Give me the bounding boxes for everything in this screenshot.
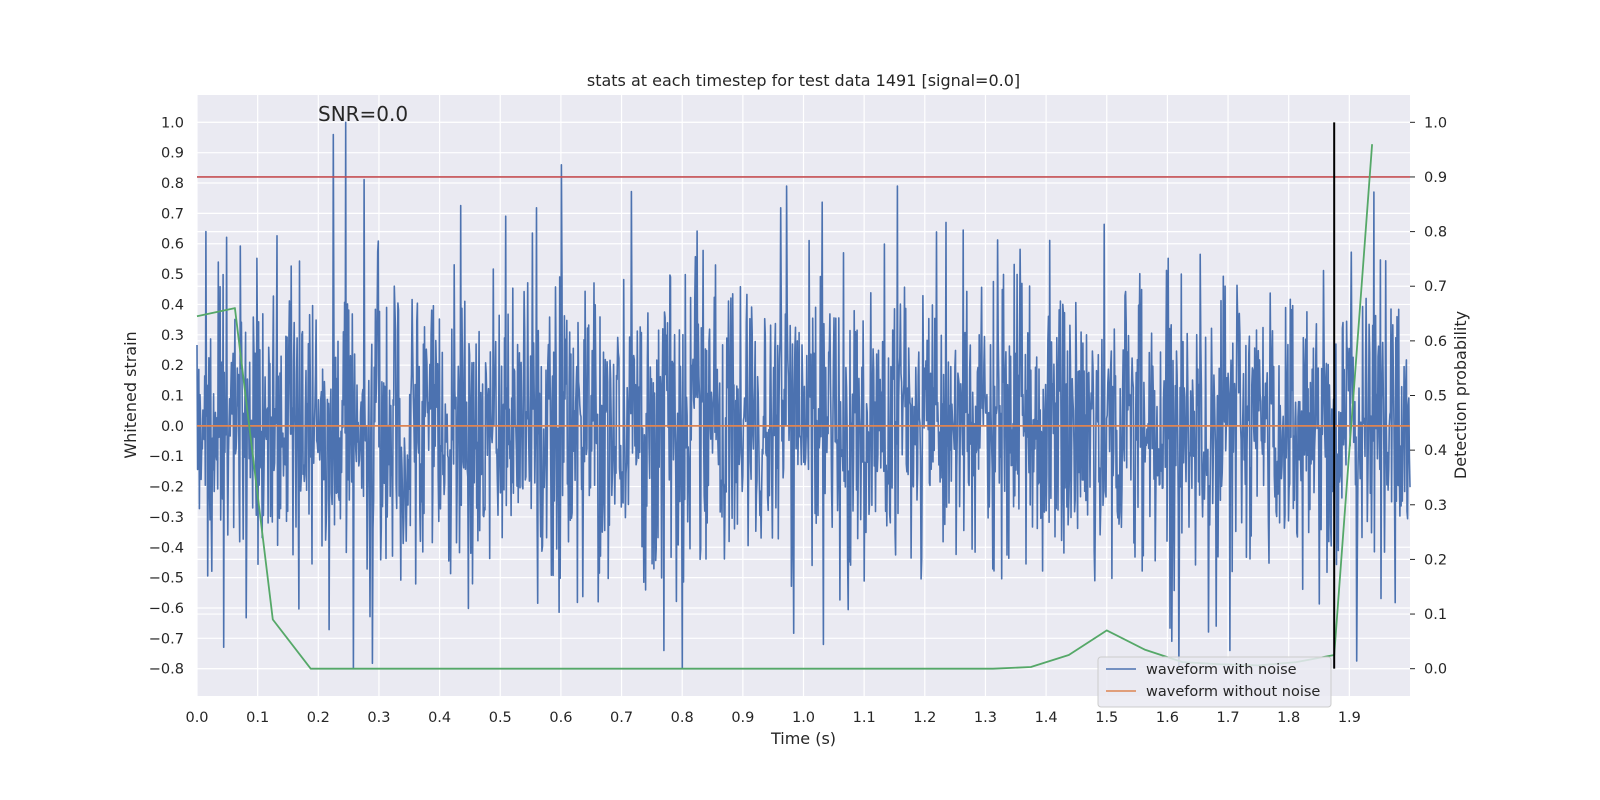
legend-box (1097, 656, 1332, 708)
x-tick-label: 1.1 (853, 710, 876, 726)
y-tick-label: 0.8 (161, 176, 184, 192)
y-tick-label: −0.2 (149, 480, 184, 496)
y-tick-label: 0.6 (161, 237, 184, 253)
y-tick-label: 0.1 (161, 389, 184, 405)
x-tick-label: 0.5 (489, 710, 512, 726)
x-tick-label: 0.3 (367, 710, 390, 726)
x-axis-label: Time (s) (770, 729, 836, 748)
x-tick-label: 1.5 (1095, 710, 1118, 726)
y2-tick-label: 0.4 (1424, 443, 1447, 459)
y-tick-label: 0.0 (161, 419, 184, 435)
y2-tick-label: 0.9 (1424, 170, 1447, 186)
x-tick-label: 1.7 (1217, 710, 1240, 726)
y-tick-label: −0.7 (149, 631, 184, 647)
y2-tick-label: 0.0 (1424, 662, 1447, 678)
y-tick-label: −0.5 (149, 571, 184, 587)
y-tick-label: 0.5 (161, 267, 184, 283)
y-tick-label: −0.8 (149, 662, 184, 678)
x-tick-label: 0.1 (246, 710, 269, 726)
y2-tick-label: 1.0 (1424, 115, 1447, 131)
x-tick-label: 0.7 (610, 710, 633, 726)
chart-title: stats at each timestep for test data 149… (587, 71, 1020, 90)
y2-tick-label: 0.7 (1424, 279, 1447, 295)
y2-tick-label: 0.8 (1424, 225, 1447, 241)
y-tick-label: 0.3 (161, 328, 184, 344)
y2-tick-label: 0.2 (1424, 552, 1447, 568)
ticks: 0.0 0.1 0.2 0.3 0.4 0.5 0.6 0.7 0.8 0.9 1.0 1.1 1.2 1… (149, 115, 1447, 726)
x-tick-label: 1.4 (1035, 710, 1058, 726)
series-waveform-with-noise (196, 121, 1411, 670)
y2-tick-label: 0.5 (1424, 389, 1447, 405)
x-tick-label: 1.2 (913, 710, 936, 726)
x-tick-label: 0.9 (731, 710, 754, 726)
y-tick-label: 0.2 (161, 358, 184, 374)
x-tick-label: 0.4 (428, 710, 451, 726)
y-tick-label: −0.1 (149, 449, 184, 465)
y2-axis-label: Detection probability (1451, 311, 1470, 479)
x-tick-label: 0.6 (549, 710, 572, 726)
y-tick-label: −0.3 (149, 510, 184, 526)
legend-label-clean: waveform without noise (1146, 684, 1320, 700)
y-tick-label: 0.4 (161, 297, 184, 313)
x-tick-label: 1.6 (1156, 710, 1179, 726)
y2-tick-label: 0.6 (1424, 334, 1447, 350)
x-tick-label: 1.9 (1338, 710, 1361, 726)
y-tick-label: −0.6 (149, 601, 184, 617)
x-tick-label: 0.8 (671, 710, 694, 726)
y-tick-label: 0.7 (161, 206, 184, 222)
x-tick-label: 1.3 (974, 710, 997, 726)
y-tick-label: 1.0 (161, 115, 184, 131)
y-tick-label: −0.4 (149, 540, 184, 556)
legend-label-noisy: waveform with noise (1146, 662, 1297, 678)
x-tick-label: 0.2 (307, 710, 330, 726)
x-tick-label: 0.0 (185, 710, 208, 726)
y-axis-label: Whitened strain (121, 331, 140, 458)
y-tick-label: 0.9 (161, 146, 184, 162)
snr-annotation: SNR=0.0 (318, 102, 408, 126)
legend: waveform with noise waveform without noi… (1097, 656, 1332, 708)
x-tick-label: 1.0 (792, 710, 815, 726)
y2-tick-label: 0.1 (1424, 607, 1447, 623)
x-tick-label: 1.8 (1277, 710, 1300, 726)
y2-tick-label: 0.3 (1424, 498, 1447, 514)
